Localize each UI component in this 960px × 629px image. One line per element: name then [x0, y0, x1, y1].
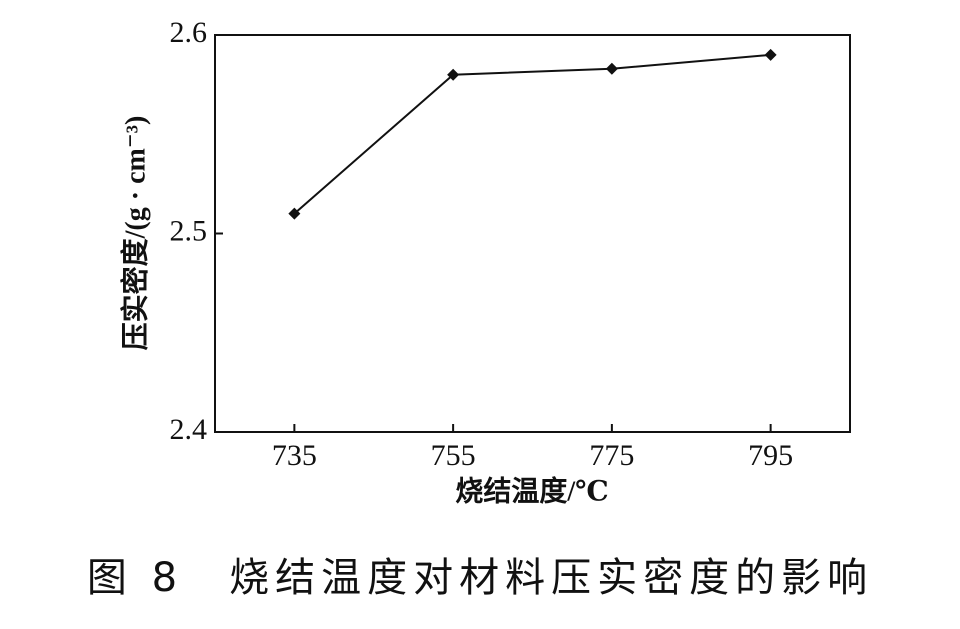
x-tick-label: 755: [431, 439, 476, 472]
caption: 图 8 烧结温度对材料压实密度的影响: [87, 555, 873, 601]
data-line: [293, 53, 771, 215]
y-tick-label: 2.4: [170, 413, 208, 446]
x-tick-label: 795: [748, 439, 793, 472]
y-tick-label: 2.5: [170, 214, 208, 247]
diamond-marker: [764, 48, 777, 61]
diamond-marker: [605, 62, 618, 75]
diamond-marker: [288, 207, 301, 220]
x-tick-label: 775: [589, 439, 634, 472]
plot-frame: [214, 34, 851, 433]
x-axis-label: 烧结温度/℃: [455, 475, 608, 507]
diamond-marker: [447, 68, 460, 81]
y-tick-label: 2.6: [170, 16, 208, 49]
y-axis-label: 压实密度/(g · cm⁻³): [118, 116, 151, 351]
x-tick-label: 735: [272, 439, 317, 472]
